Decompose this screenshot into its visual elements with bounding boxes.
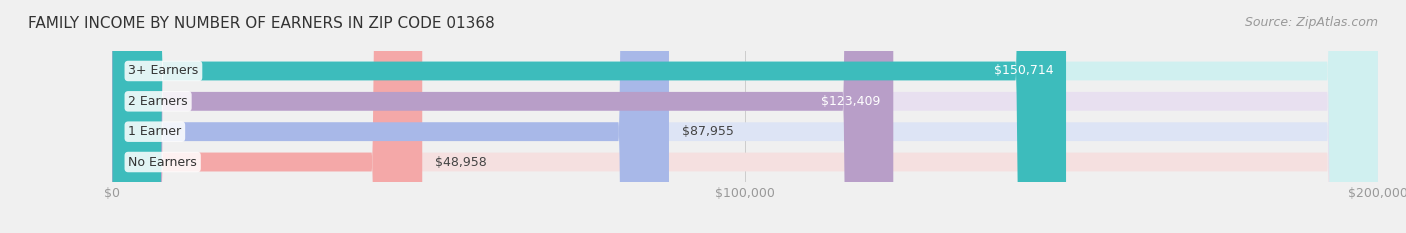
Text: 1 Earner: 1 Earner (128, 125, 181, 138)
Text: No Earners: No Earners (128, 155, 197, 168)
Text: $150,714: $150,714 (994, 65, 1053, 78)
Text: $48,958: $48,958 (434, 155, 486, 168)
FancyBboxPatch shape (112, 0, 1378, 233)
Text: $123,409: $123,409 (821, 95, 880, 108)
Text: 3+ Earners: 3+ Earners (128, 65, 198, 78)
FancyBboxPatch shape (112, 0, 422, 233)
FancyBboxPatch shape (112, 0, 1378, 233)
Text: Source: ZipAtlas.com: Source: ZipAtlas.com (1244, 16, 1378, 29)
FancyBboxPatch shape (112, 0, 1378, 233)
FancyBboxPatch shape (112, 0, 1378, 233)
Text: FAMILY INCOME BY NUMBER OF EARNERS IN ZIP CODE 01368: FAMILY INCOME BY NUMBER OF EARNERS IN ZI… (28, 16, 495, 31)
FancyBboxPatch shape (112, 0, 893, 233)
Text: 2 Earners: 2 Earners (128, 95, 188, 108)
Text: $87,955: $87,955 (682, 125, 734, 138)
FancyBboxPatch shape (112, 0, 1066, 233)
FancyBboxPatch shape (112, 0, 669, 233)
